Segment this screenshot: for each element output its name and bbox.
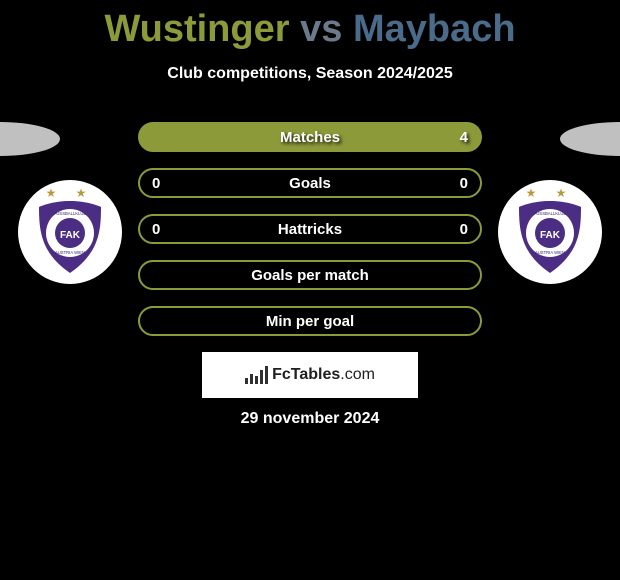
stat-row-goals-per-match: Goals per match (138, 260, 482, 290)
svg-text:AUSTRIA WIEN: AUSTRIA WIEN (55, 250, 85, 255)
brand-name: FcTables (272, 366, 340, 383)
stat-row-hattricks: 0 Hattricks 0 (138, 214, 482, 244)
stat-label: Hattricks (278, 221, 342, 238)
club-shield-icon: FAK FUSSBALLKLUB AUSTRIA WIEN (515, 199, 585, 275)
subtitle: Club competitions, Season 2024/2025 (0, 65, 620, 83)
club-badge-right: ★ ★ FAK FUSSBALLKLUB AUSTRIA WIEN (498, 180, 602, 284)
player-placeholder-ellipse-left (0, 122, 60, 156)
stat-right-value: 0 (460, 221, 468, 238)
svg-text:FAK: FAK (540, 230, 561, 241)
player2-name: Maybach (353, 8, 516, 50)
svg-text:FUSSBALLKLUB: FUSSBALLKLUB (534, 211, 567, 216)
player-placeholder-ellipse-right (560, 122, 620, 156)
club-badge-left: ★ ★ FAK FUSSBALLKLUB AUSTRIA WIEN (18, 180, 122, 284)
stat-label: Goals (289, 175, 331, 192)
fctables-logo: FcTables.com (202, 352, 418, 398)
vs-text: vs (300, 8, 342, 50)
stat-row-min-per-goal: Min per goal (138, 306, 482, 336)
stat-left-value: 0 (152, 175, 160, 192)
club-stars: ★ ★ (498, 186, 602, 200)
club-badge-disc: ★ ★ FAK FUSSBALLKLUB AUSTRIA WIEN (498, 180, 602, 284)
stat-row-matches: Matches 4 (138, 122, 482, 152)
stat-right-value: 4 (460, 129, 468, 146)
fctables-text: FcTables.com (272, 366, 375, 384)
stat-row-goals: 0 Goals 0 (138, 168, 482, 198)
stats-container: Matches 4 0 Goals 0 0 Hattricks 0 Goals per matc… (138, 122, 482, 352)
brand-suffix: .com (340, 366, 375, 383)
svg-text:FAK: FAK (60, 230, 81, 241)
svg-text:FUSSBALLKLUB: FUSSBALLKLUB (54, 211, 87, 216)
player1-name: Wustinger (104, 8, 289, 50)
stat-label: Min per goal (266, 313, 354, 330)
bar-chart-icon (245, 366, 268, 384)
comparison-title: Wustinger vs Maybach (0, 0, 620, 51)
stat-label: Goals per match (251, 267, 369, 284)
club-shield-icon: FAK FUSSBALLKLUB AUSTRIA WIEN (35, 199, 105, 275)
stat-left-value: 0 (152, 221, 160, 238)
stat-right-value: 0 (460, 175, 468, 192)
club-stars: ★ ★ (18, 186, 122, 200)
club-badge-disc: ★ ★ FAK FUSSBALLKLUB AUSTRIA WIEN (18, 180, 122, 284)
stat-label: Matches (280, 129, 340, 146)
date-text: 29 november 2024 (0, 410, 620, 428)
svg-text:AUSTRIA WIEN: AUSTRIA WIEN (535, 250, 565, 255)
